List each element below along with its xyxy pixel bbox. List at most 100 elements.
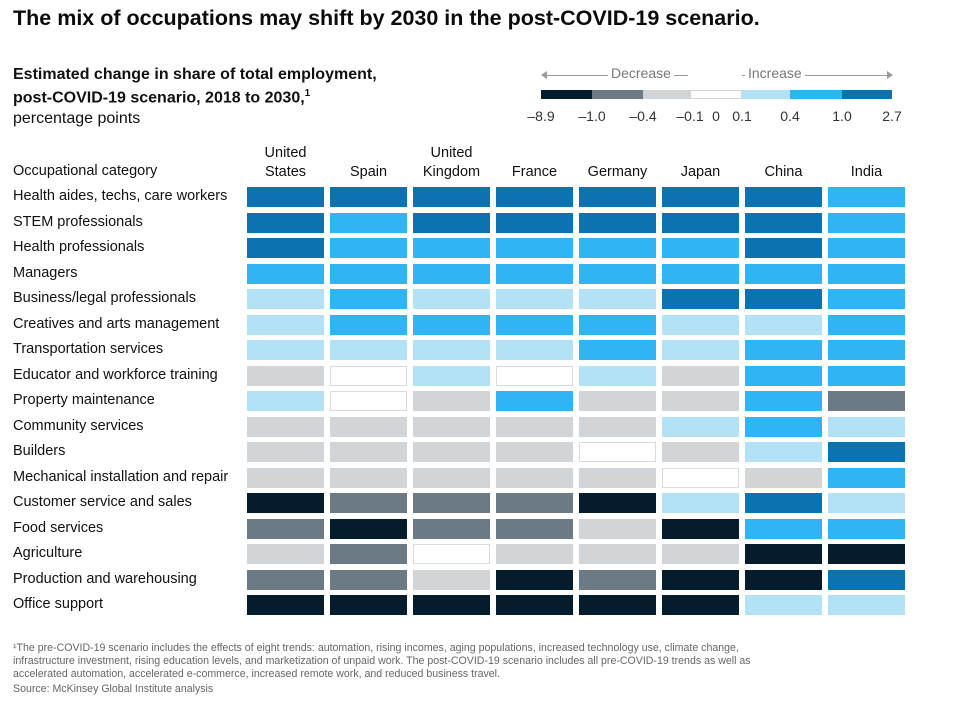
heatmap-cell	[745, 544, 822, 564]
row-label: Mechanical installation and repair	[13, 469, 229, 485]
legend-swatch	[592, 90, 643, 99]
row-label: STEM professionals	[13, 214, 143, 230]
heatmap-cell	[579, 519, 656, 539]
heatmap-cell	[330, 238, 407, 258]
heatmap-cell	[496, 570, 573, 590]
heatmap-cell	[247, 595, 324, 615]
heatmap-cell	[413, 570, 490, 590]
heatmap-cell	[745, 519, 822, 539]
row-label: Office support	[13, 596, 104, 612]
legend-tick-label: –8.9	[527, 108, 555, 124]
heatmap-cell	[745, 442, 822, 462]
column-header-line-1	[662, 144, 739, 163]
heatmap-cell	[496, 315, 573, 335]
heatmap-cell	[745, 570, 822, 590]
heatmap-cell	[662, 187, 739, 207]
row-header: Occupational category	[13, 163, 158, 179]
heatmap-cell	[496, 417, 573, 437]
footnote-line-3: accelerated automation, accelerated e-co…	[13, 668, 500, 680]
heatmap-cell	[579, 417, 656, 437]
column-header: France	[496, 144, 573, 182]
heatmap-cell	[662, 442, 739, 462]
heatmap-cell	[828, 544, 905, 564]
column-header-line-1: United	[430, 145, 473, 161]
heatmap-cell	[330, 264, 407, 284]
heatmap-cell	[662, 340, 739, 360]
column-header-line-1	[745, 144, 822, 163]
column-header: India	[828, 144, 905, 182]
column-header: United Kingdom	[413, 144, 490, 182]
heatmap-cell	[413, 213, 490, 233]
heatmap-cell	[413, 264, 490, 284]
heatmap-cell	[745, 289, 822, 309]
legend-swatch	[790, 90, 842, 99]
heatmap-cell	[496, 187, 573, 207]
heatmap-cell	[247, 493, 324, 513]
column-header-line-2: Japan	[680, 164, 721, 180]
heatmap-cell	[662, 570, 739, 590]
subtitle-line-2: post-COVID-19 scenario, 2018 to 2030,1	[13, 88, 310, 107]
heatmap-cell	[496, 264, 573, 284]
heatmap-cell	[579, 187, 656, 207]
heatmap-cell	[579, 442, 656, 462]
decrease-arrow-icon	[541, 71, 547, 79]
heatmap-cell	[745, 366, 822, 386]
heatmap-cell	[247, 340, 324, 360]
heatmap-cell	[496, 289, 573, 309]
heatmap-cell	[496, 595, 573, 615]
column-header-line-1	[828, 144, 905, 163]
row-label: Creatives and arts management	[13, 316, 220, 332]
heatmap-cell	[496, 366, 573, 386]
heatmap-cell	[579, 391, 656, 411]
heatmap-cell	[330, 519, 407, 539]
row-label: Food services	[13, 520, 104, 536]
legend-swatch	[842, 90, 892, 99]
heatmap-cell	[662, 544, 739, 564]
heatmap-cell	[828, 595, 905, 615]
heatmap-cell	[247, 544, 324, 564]
heatmap-cell	[579, 595, 656, 615]
row-label: Customer service and sales	[13, 494, 192, 510]
heatmap-cell	[662, 315, 739, 335]
chart-title: The mix of occupations may shift by 2030…	[13, 6, 760, 30]
heatmap-cell	[413, 493, 490, 513]
heatmap-cell	[828, 366, 905, 386]
heatmap-cell	[247, 417, 324, 437]
heatmap-cell	[247, 264, 324, 284]
heatmap-cell	[330, 595, 407, 615]
heatmap-cell	[247, 238, 324, 258]
heatmap-cell	[662, 391, 739, 411]
increase-arrow-line	[742, 75, 888, 76]
heatmap-cell	[745, 417, 822, 437]
heatmap-cell	[828, 391, 905, 411]
row-label: Health professionals	[13, 239, 145, 255]
heatmap-cell	[662, 417, 739, 437]
heatmap-cell	[745, 468, 822, 488]
heatmap-cell	[579, 238, 656, 258]
legend-tick-label: 1.0	[832, 108, 852, 124]
legend-tick-label: 0.1	[732, 108, 752, 124]
heatmap-cell	[413, 544, 490, 564]
heatmap-cell	[247, 519, 324, 539]
heatmap-cell	[828, 340, 905, 360]
heatmap-cell	[247, 187, 324, 207]
heatmap-cell	[828, 264, 905, 284]
legend-tick-label: –1.0	[578, 108, 606, 124]
column-header-line-2: France	[511, 164, 558, 180]
heatmap-cell	[662, 289, 739, 309]
legend-tick-label: –0.4	[629, 108, 657, 124]
heatmap-cell	[828, 442, 905, 462]
legend-tick-label: –0.1	[676, 108, 704, 124]
column-header-line-2: Germany	[587, 164, 648, 180]
heatmap-cell	[828, 468, 905, 488]
heatmap-cell	[330, 442, 407, 462]
heatmap-cell	[828, 417, 905, 437]
heatmap-cell	[413, 595, 490, 615]
footnote-marker: 1	[304, 88, 311, 99]
heatmap-cell	[413, 391, 490, 411]
column-header-line-1	[330, 144, 407, 163]
heatmap-cell	[330, 289, 407, 309]
heatmap-cell	[413, 340, 490, 360]
heatmap-cell	[496, 391, 573, 411]
subtitle-line-1: Estimated change in share of total emplo…	[13, 66, 377, 83]
